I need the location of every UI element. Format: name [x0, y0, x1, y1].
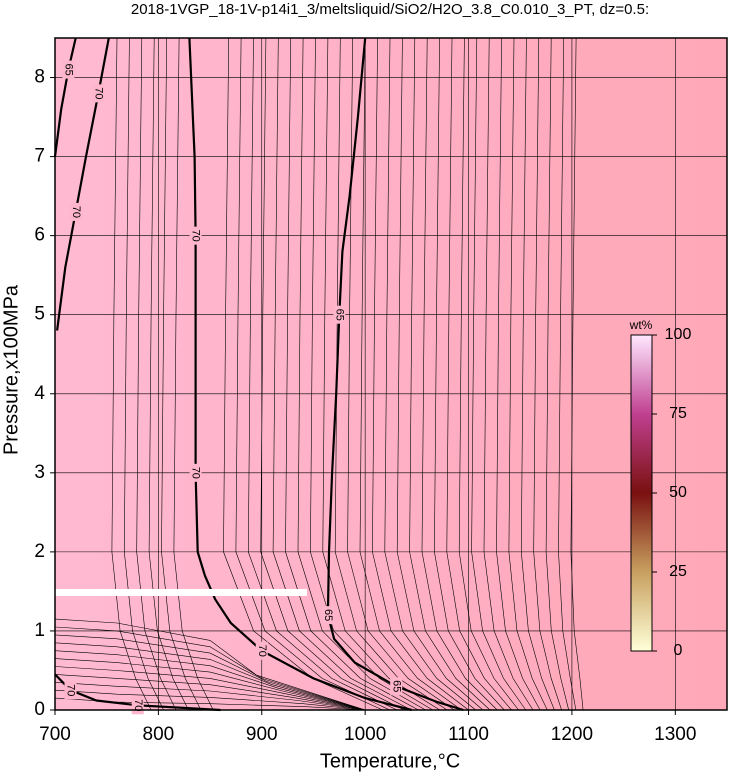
y-tick-label: 4 [34, 383, 45, 404]
thin-contour [520, 37, 555, 711]
y-tick-label: 1 [34, 620, 45, 641]
thin-contour [54, 634, 366, 711]
thin-contour [471, 37, 527, 711]
thin-contour [384, 37, 476, 711]
thin-contour [570, 37, 584, 711]
thin-contour [54, 666, 366, 711]
thin-contour [545, 37, 569, 711]
y-tick-label: 7 [34, 146, 45, 167]
contour-line [326, 37, 464, 712]
contour-label-bg [189, 463, 202, 482]
contour-label-bg [390, 677, 403, 696]
x-tick-label: 800 [143, 724, 175, 745]
thin-contour [347, 37, 455, 711]
contour-label-bg [92, 84, 105, 103]
colorbar-tick-label: 50 [669, 484, 687, 501]
colorbar-tick-label: 0 [674, 642, 683, 659]
thin-contour [409, 37, 491, 711]
x-tick-label: 700 [39, 724, 71, 745]
contour-label-bg [333, 305, 346, 324]
y-tick-label: 0 [34, 699, 45, 720]
contour-label-bg [255, 641, 268, 660]
colorbar-tick-label: 25 [669, 563, 687, 580]
thin-contour [334, 37, 448, 711]
thin-contour [533, 37, 562, 711]
thin-contour [458, 37, 519, 711]
thin-contour [54, 682, 366, 711]
y-tick-label: 2 [34, 541, 45, 562]
x-tick-label: 1100 [448, 724, 489, 745]
contour-label-bg [321, 606, 334, 625]
contour-label: 70 [256, 645, 268, 657]
x-tick-label: 1300 [654, 724, 696, 745]
contour-label: 70 [190, 230, 202, 242]
thin-contour [372, 37, 469, 711]
colorbar-label: wt% [629, 318, 653, 332]
y-tick-label: 6 [34, 225, 45, 246]
thin-contour [558, 37, 577, 711]
y-tick-label: 3 [34, 462, 45, 483]
x-axis-label: Temperature,°C [320, 750, 460, 772]
thin-contour [54, 642, 366, 711]
missing-data-band [55, 589, 307, 596]
contour-label-bg [62, 60, 75, 79]
contour-label-bg [64, 681, 77, 700]
thin-contour [446, 37, 512, 711]
contour-line [56, 37, 110, 331]
contour-label: 65 [63, 63, 75, 75]
contour-label: 70 [93, 87, 105, 99]
contour-label: 70 [65, 684, 77, 696]
thin-contour [54, 674, 366, 711]
thin-contour [54, 658, 366, 711]
thin-contour [54, 650, 366, 711]
thin-contour [483, 37, 534, 711]
contour-line [53, 37, 77, 157]
chart-title: 2018-1VGP_18-1V-p14i1_3/meltsliquid/SiO2… [131, 1, 649, 18]
thin-contour [508, 37, 548, 711]
colorbar-tick-label: 100 [665, 326, 692, 343]
thin-contour [434, 37, 505, 711]
contour-label: 65 [390, 680, 402, 692]
thin-contour [54, 618, 366, 711]
contour-label: 70 [70, 206, 82, 218]
thin-contour [496, 37, 541, 711]
contour-label: 65 [333, 309, 345, 321]
thin-contour [54, 689, 366, 711]
contour-label: 65 [322, 609, 334, 621]
y-axis-label: Pressure,x100MPa [0, 284, 22, 455]
thin-contour [359, 37, 462, 711]
contour-label-bg [69, 202, 82, 221]
contour-label-bg [189, 226, 202, 245]
plot-background [55, 38, 727, 710]
thin-contour [54, 626, 366, 711]
x-tick-label: 1200 [551, 724, 593, 745]
x-tick-label: 1000 [344, 724, 386, 745]
thin-contour [297, 37, 426, 711]
y-tick-label: 8 [34, 67, 45, 88]
x-tick-label: 900 [246, 724, 278, 745]
colorbar-tick-label: 75 [669, 405, 687, 422]
thin-contour [396, 37, 484, 711]
y-tick-label: 5 [34, 304, 45, 325]
colorbar [630, 334, 653, 652]
contour-label: 70 [132, 699, 144, 711]
contour-label: 70 [190, 467, 202, 479]
thin-contour [310, 37, 433, 711]
plot-frame [54, 37, 728, 711]
thin-contour [421, 37, 498, 711]
